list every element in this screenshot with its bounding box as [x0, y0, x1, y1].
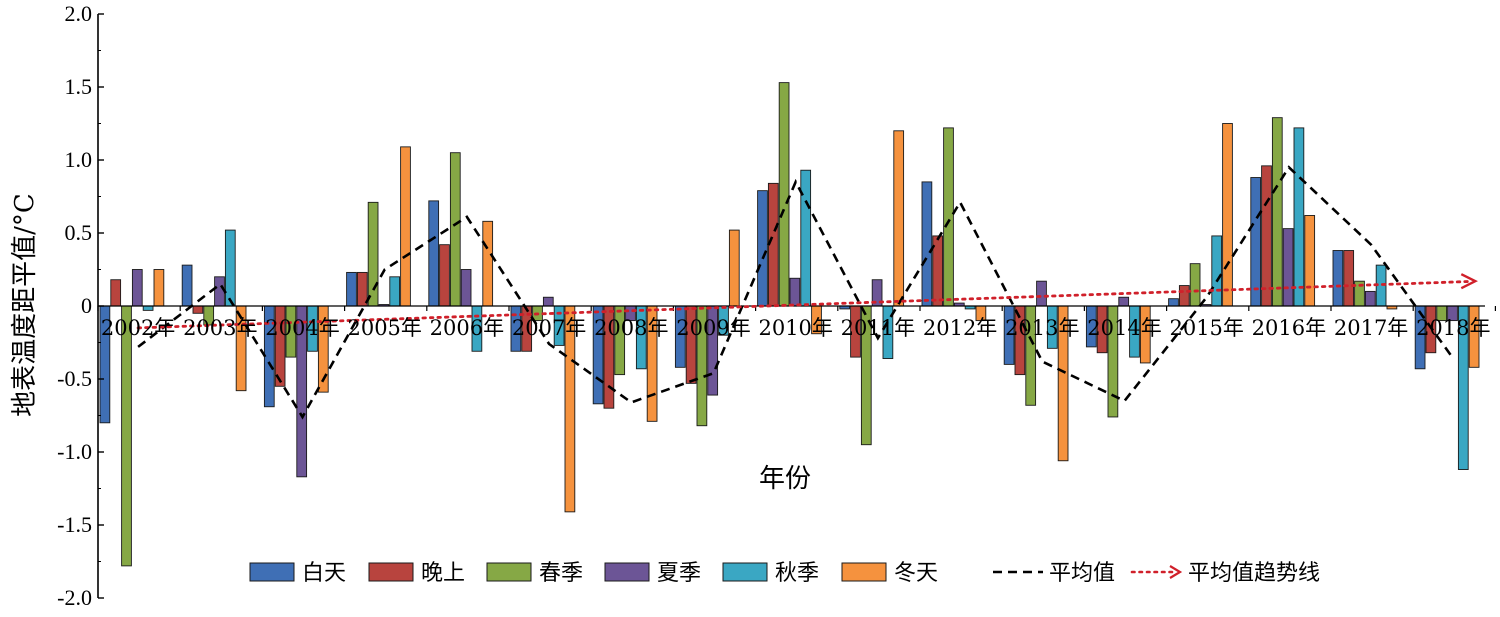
- x-tick-label: 2003年: [183, 316, 257, 340]
- bar-5-2005年: [389, 276, 401, 307]
- legend: 白天 晚上 春季 夏季 秋季 冬天 平均值 平均值趋势线: [249, 561, 1320, 586]
- legend-label: 春季: [539, 561, 583, 586]
- y-tick-label: 1.5: [65, 74, 93, 99]
- x-tick-label: 2015年: [1169, 316, 1243, 340]
- legend-swatch: [368, 562, 414, 582]
- bar-4-2002年: [131, 269, 143, 307]
- mean-line: [137, 165, 1455, 420]
- y-axis-title: 地表温度距平值/°C: [10, 193, 40, 417]
- x-tick-label: 2002年: [101, 316, 175, 340]
- x-tick-label: 2017年: [1334, 316, 1408, 340]
- y-tick-label: -1.5: [57, 512, 92, 537]
- bar-3-2012年: [943, 127, 954, 307]
- bar-6-2005年: [400, 146, 411, 307]
- x-tick-label: 2018年: [1416, 316, 1490, 340]
- bar-3-2005年: [367, 201, 379, 307]
- x-tick-label: 2011年: [841, 316, 915, 340]
- bar-1-2016年: [1250, 177, 1262, 307]
- x-tick-label: 2004年: [265, 316, 339, 340]
- trend-line: [136, 280, 1471, 330]
- bar-5-2010年: [800, 169, 812, 307]
- lines-layer: [136, 165, 1478, 420]
- bar-6-2002年: [153, 269, 165, 307]
- legend-swatch: [604, 562, 650, 582]
- x-tick-label: 2016年: [1252, 316, 1326, 340]
- axis-layer: 2.0 1.5 1.0 0.5 0 -0.5 -1.0 -1.5 -2.0: [57, 1, 1497, 610]
- x-tick-label: 2006年: [430, 316, 504, 340]
- bar-6-2016年: [1304, 215, 1316, 307]
- x-tick-label: 2010年: [758, 316, 832, 340]
- bar-6-2015年: [1222, 123, 1233, 307]
- x-axis-title: 年份: [759, 464, 811, 494]
- bar-5-2015年: [1211, 235, 1223, 307]
- bar-4-2013年: [1036, 280, 1047, 307]
- legend-swatch: [841, 562, 887, 582]
- bar-5-2003年: [224, 229, 236, 307]
- legend-label: 晚上: [421, 561, 465, 586]
- bars-layer: [99, 82, 1480, 567]
- bar-4-2014年: [1118, 296, 1130, 307]
- bar-2-2006年: [439, 244, 450, 307]
- bar-2-2015年: [1178, 285, 1190, 307]
- bar-1-2015年: [1168, 298, 1179, 307]
- x-tick-label: 2008年: [594, 316, 668, 340]
- legend-label: 平均值: [1049, 561, 1115, 586]
- y-tick-label: 1.0: [65, 147, 93, 172]
- bar-1-2003年: [181, 264, 193, 307]
- x-tick-label: 2014年: [1087, 316, 1161, 340]
- legend-label: 白天: [302, 561, 346, 586]
- y-tick-label: 0.5: [65, 220, 93, 245]
- bar-2-2002年: [110, 279, 122, 307]
- bar-2-2016年: [1261, 165, 1272, 307]
- y-tick-label: 2.0: [65, 1, 93, 26]
- bar-3-2006年: [449, 152, 461, 307]
- bar-6-2011年: [893, 130, 905, 307]
- legend-label: 冬天: [894, 561, 938, 586]
- bar-4-2006年: [460, 269, 472, 307]
- bar-2-2017年: [1343, 250, 1355, 307]
- legend-swatch: [722, 562, 768, 582]
- bar-3-2016年: [1271, 117, 1283, 307]
- bar-1-2012年: [921, 181, 933, 307]
- trend-arrowhead: [1460, 273, 1478, 290]
- y-tick-label: -0.5: [57, 366, 92, 391]
- bar-4-2016年: [1282, 228, 1294, 307]
- bar-4-2003年: [214, 276, 225, 307]
- bar-4-2007年: [542, 296, 554, 307]
- x-tick-label: 2012年: [923, 316, 997, 340]
- y-tick-label: -1.0: [57, 439, 92, 464]
- legend-arrowhead: [1169, 565, 1183, 579]
- bar-3-2015年: [1189, 263, 1201, 307]
- bar-4-2010年: [789, 277, 801, 307]
- bar-5-2016年: [1293, 127, 1305, 307]
- bar-3-2010年: [778, 82, 790, 307]
- bar-6-2009年: [728, 229, 740, 307]
- bar-5-2002年: [142, 305, 154, 311]
- bar-1-2005年: [346, 271, 357, 307]
- bar-2-2003年: [192, 305, 204, 314]
- bar-1-2006年: [428, 200, 440, 307]
- legend-label: 夏季: [657, 561, 701, 586]
- x-tick-label: 2005年: [347, 316, 421, 340]
- y-tick-label: -2.0: [57, 585, 92, 610]
- category-labels: 2002年 2003年 2004年 2005年 2006年 2007年 2008年 2009年…: [101, 316, 1491, 340]
- legend-swatch: [486, 562, 532, 582]
- x-tick-label: 2009年: [676, 316, 750, 340]
- bar-1-2010年: [757, 190, 768, 307]
- x-tick-label: 2007年: [512, 316, 586, 340]
- bar-1-2017年: [1332, 250, 1344, 307]
- legend-swatch: [249, 562, 295, 582]
- bar-4-2017年: [1364, 290, 1376, 307]
- x-tick-label: 2013年: [1005, 316, 1079, 340]
- legend-label: 秋季: [775, 561, 819, 586]
- legend-label: 平均值趋势线: [1188, 561, 1320, 586]
- y-tick-label: 0: [81, 293, 92, 318]
- bar-6-2006年: [482, 220, 494, 307]
- bar-3-2002年: [121, 305, 132, 567]
